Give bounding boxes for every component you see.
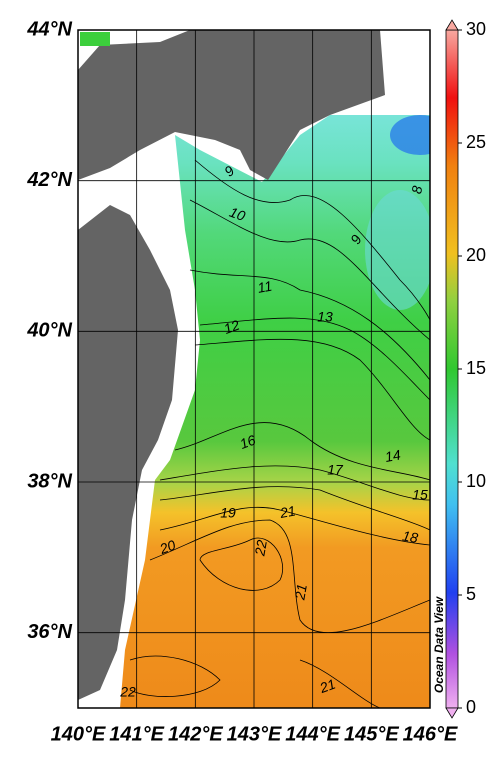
contour-label: 21 <box>317 676 338 697</box>
plot-area <box>78 30 430 708</box>
y-tick-label: 44°N <box>26 18 72 40</box>
contour-label: 20 <box>157 537 178 558</box>
colorbar-tick-label: 25 <box>466 132 486 152</box>
hokkaido-land <box>78 30 385 180</box>
x-tick-label: 142°E <box>168 723 223 745</box>
frame <box>77 29 431 709</box>
contour-label: 10 <box>227 204 247 224</box>
contour-label: 21 <box>291 583 310 602</box>
contour-label: 15 <box>412 487 428 503</box>
contour-label: 11 <box>256 278 273 296</box>
x-tick-label: 146°E <box>403 723 458 745</box>
contours <box>129 159 430 708</box>
contour-label: 18 <box>401 527 419 545</box>
colorbar-max-arrow <box>445 19 459 31</box>
x-tick-label: 143°E <box>227 723 282 745</box>
colorbar-tick-label: 30 <box>466 19 486 39</box>
x-tick-label: 144°E <box>285 723 340 745</box>
contour-label: 21 <box>278 502 297 521</box>
colorbar-tick-label: 0 <box>466 697 476 717</box>
contour-label: 22 <box>119 684 136 700</box>
contour-label: 19 <box>220 505 236 521</box>
colorbar-tick-label: 10 <box>466 471 486 491</box>
colorbar-tick-label: 5 <box>466 584 476 604</box>
colorbar-min-arrow <box>445 707 459 719</box>
contour-label: 13 <box>317 309 333 325</box>
contour-label: 14 <box>384 446 402 464</box>
colorbar-tick-label: 20 <box>466 245 486 265</box>
x-tick-label: 140°E <box>51 723 106 745</box>
colorbar-tick-label: 15 <box>466 358 486 378</box>
colorbar <box>445 29 459 709</box>
watermark: Ocean Data View <box>432 596 446 693</box>
cold-patch <box>390 115 430 155</box>
grid <box>78 30 430 708</box>
honshu-land <box>78 205 178 700</box>
contour-label: 8 <box>408 184 425 195</box>
cool-patch <box>365 190 430 310</box>
contour-label: 22 <box>251 539 270 558</box>
y-tick-label: 40°N <box>26 320 72 342</box>
contour-label: 17 <box>327 462 344 478</box>
y-tick-label: 36°N <box>27 621 72 643</box>
x-tick-label: 145°E <box>344 723 399 745</box>
y-tick-label: 38°N <box>27 470 72 492</box>
contour-label: 16 <box>238 432 258 452</box>
contour-label: 12 <box>222 317 242 337</box>
x-tick-label: 141°E <box>109 723 164 745</box>
small-patch <box>80 32 110 46</box>
y-tick-label: 42°N <box>26 169 72 191</box>
